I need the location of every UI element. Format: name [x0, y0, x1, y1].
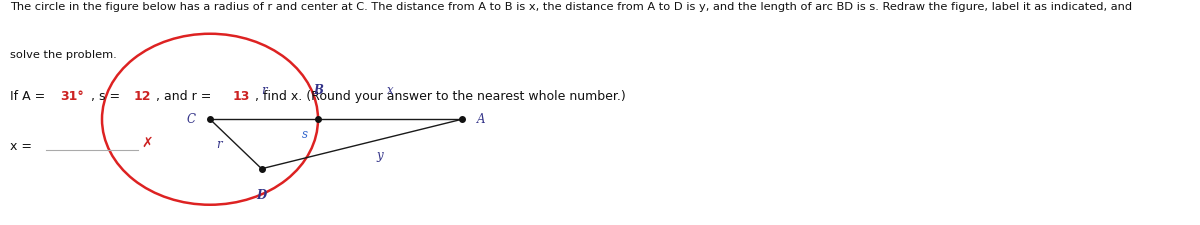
Text: , and r =: , and r =	[156, 90, 216, 103]
Text: ✗: ✗	[142, 136, 154, 150]
Text: The circle in the figure below has a radius of r and center at C. The distance f: The circle in the figure below has a rad…	[10, 2, 1132, 12]
Text: r: r	[216, 137, 222, 151]
Text: B: B	[313, 84, 323, 97]
Text: s: s	[302, 128, 307, 142]
Text: C: C	[186, 113, 196, 126]
Text: , find x. (Round your answer to the nearest whole number.): , find x. (Round your answer to the near…	[256, 90, 626, 103]
Text: y: y	[377, 148, 383, 162]
Text: A: A	[476, 113, 485, 126]
Text: D: D	[257, 189, 266, 202]
Text: If A =: If A =	[10, 90, 49, 103]
Text: x =: x =	[10, 140, 31, 153]
Text: 12: 12	[133, 90, 151, 103]
Text: 31°: 31°	[60, 90, 84, 103]
Text: r: r	[262, 84, 266, 97]
Text: x: x	[386, 84, 394, 97]
Text: 13: 13	[233, 90, 251, 103]
Text: solve the problem.: solve the problem.	[10, 50, 116, 59]
Text: , s =: , s =	[91, 90, 124, 103]
